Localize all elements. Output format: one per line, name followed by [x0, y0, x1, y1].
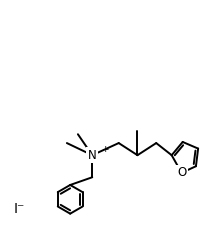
Text: +: + [101, 145, 108, 154]
Text: I⁻: I⁻ [14, 202, 25, 216]
Text: O: O [177, 166, 186, 179]
Text: N: N [88, 149, 97, 162]
